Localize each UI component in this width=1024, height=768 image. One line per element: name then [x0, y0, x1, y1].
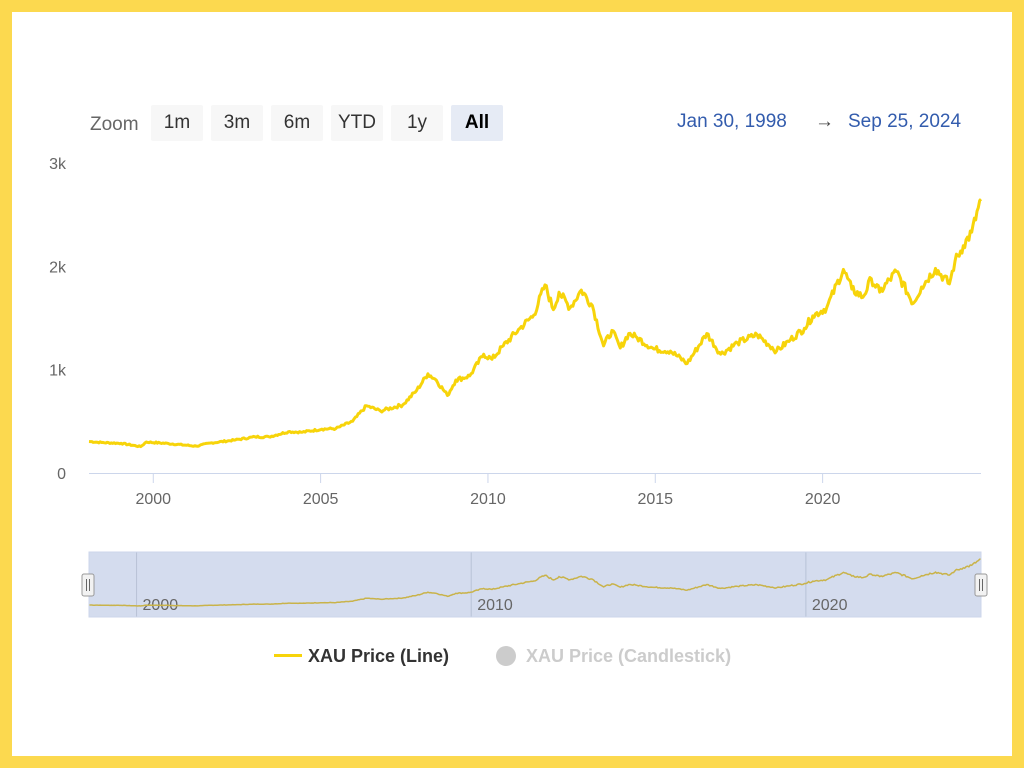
- range-from-input[interactable]: Jan 30, 1998: [677, 111, 787, 132]
- navigator-tick-label: 2020: [812, 597, 848, 614]
- zoom-1m-button[interactable]: 1m: [151, 105, 203, 141]
- x-tick-label: 2020: [805, 491, 841, 508]
- x-axis: 2000 2005 2010 2015 2020: [135, 473, 841, 508]
- range-arrow: →: [815, 111, 834, 132]
- navigator-line: [89, 558, 982, 607]
- navigator-grid: 2000 2010 2020: [136, 552, 848, 617]
- legend-candlestick-swatch: [496, 646, 516, 666]
- chart-card: Zoom 1m 3m 6m YTD 1y All Jan 30, 1998 → …: [12, 12, 1012, 756]
- zoom-1y-button[interactable]: 1y: [391, 105, 443, 141]
- zoom-3m-button[interactable]: 3m: [211, 105, 263, 141]
- zoom-6m-button[interactable]: 6m: [271, 105, 323, 141]
- y-tick-label: 2k: [49, 259, 67, 276]
- y-tick-label: 3k: [49, 156, 67, 173]
- navigator-left-handle[interactable]: [81, 573, 95, 597]
- navigator-right-handle[interactable]: [974, 573, 988, 597]
- legend-item-line[interactable]: XAU Price (Line): [274, 644, 449, 668]
- legend-line-swatch: [274, 654, 302, 657]
- zoom-ytd-button[interactable]: YTD: [331, 105, 383, 141]
- y-tick-label: 1k: [49, 363, 67, 380]
- x-tick-label: 2010: [470, 491, 506, 508]
- navigator[interactable]: 2000 2010 2020: [81, 551, 988, 618]
- legend-item-candlestick[interactable]: XAU Price (Candlestick): [496, 644, 731, 668]
- range-to-input[interactable]: Sep 25, 2024: [848, 111, 962, 132]
- x-tick-label: 2015: [637, 491, 673, 508]
- price-line: [88, 198, 983, 449]
- x-tick-label: 2000: [135, 491, 171, 508]
- legend-candlestick-label: XAU Price (Candlestick): [526, 646, 732, 666]
- y-tick-label: 0: [57, 466, 66, 483]
- navigator-tick-label: 2010: [477, 597, 513, 614]
- legend-line-label: XAU Price (Line): [308, 646, 450, 666]
- y-axis: 0 1k 2k 3k: [49, 156, 67, 483]
- zoom-label: Zoom: [90, 114, 139, 135]
- navigator-selection[interactable]: [89, 552, 981, 617]
- chart-svg: 0 1k 2k 3k 2000 2005 2010 2015 2020 2000 2010 202…: [49, 156, 988, 618]
- x-tick-label: 2005: [303, 491, 339, 508]
- zoom-all-button[interactable]: All: [451, 105, 503, 141]
- range-selector: Zoom 1m 3m 6m YTD 1y All Jan 30, 1998 → …: [12, 12, 1012, 162]
